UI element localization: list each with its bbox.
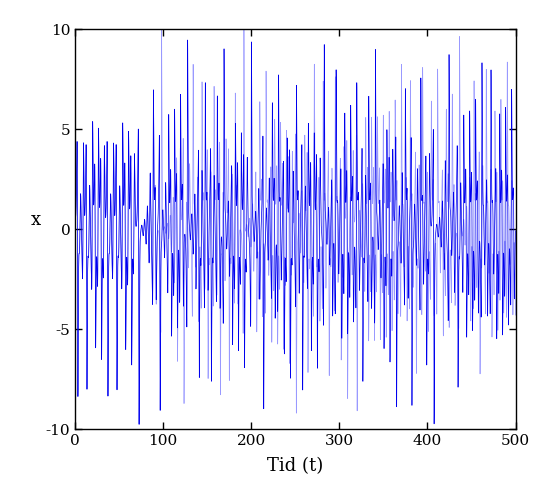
X-axis label: Tid (t): Tid (t) [267,457,323,475]
Y-axis label: x: x [31,211,41,229]
